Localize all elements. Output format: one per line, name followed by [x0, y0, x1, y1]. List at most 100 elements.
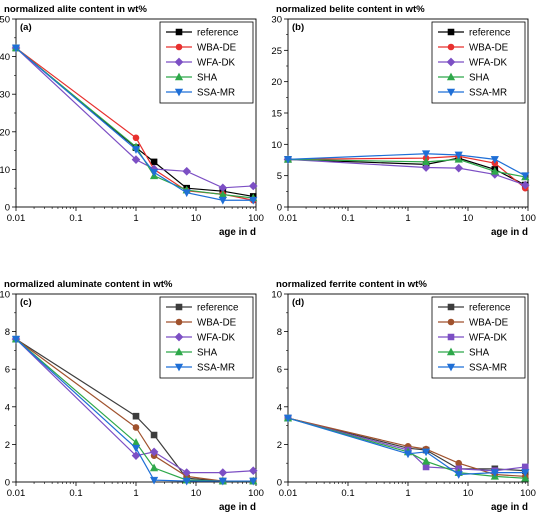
legend-item: SHA [166, 348, 218, 359]
legend-label: SHA [197, 73, 218, 84]
data-point [490, 166, 499, 175]
data-point [422, 463, 430, 471]
legend-marker [446, 57, 456, 67]
legend: reference WBA-DE WFA-DK SHA SSA-MR [159, 21, 254, 104]
data-point [521, 463, 529, 471]
data-point [283, 414, 293, 423]
legend-label: WBA-DE [197, 43, 237, 54]
data-point [490, 156, 499, 164]
legend-label: SHA [197, 348, 218, 359]
data-point [149, 476, 159, 485]
legend-label: WFA-DK [197, 58, 236, 69]
legend-marker [174, 347, 184, 356]
legend-marker [447, 303, 455, 311]
x-tick-label: 0.01 [279, 488, 298, 499]
x-axis-label: age in d [219, 227, 256, 238]
data-point [150, 158, 158, 166]
x-tick-label: 1 [405, 213, 410, 224]
legend-marker [175, 28, 183, 36]
y-tick-label: 10 [0, 290, 10, 301]
data-point [248, 181, 258, 191]
data-point [132, 412, 140, 420]
y-tick-label: 4 [5, 402, 10, 413]
x-tick-label: 10 [191, 213, 202, 224]
data-point [218, 477, 227, 486]
series-line [15, 338, 254, 474]
x-tick-label: 100 [248, 488, 264, 499]
data-point [455, 459, 463, 467]
legend-label: WFA-DK [469, 58, 508, 69]
x-axis-label: age in d [491, 502, 528, 513]
y-tick-label: 0 [5, 203, 10, 214]
legend-label: reference [469, 303, 511, 314]
legend-item: SHA [438, 73, 490, 84]
y-tick-label: 15 [271, 109, 282, 120]
data-point [421, 163, 431, 172]
data-point [248, 466, 258, 476]
panel-title: normalized belite content in wt% [276, 4, 425, 15]
y-tick-label: 6 [5, 365, 10, 376]
legend-marker [446, 88, 456, 97]
legend-marker [174, 88, 184, 97]
legend-label: reference [469, 28, 511, 39]
y-tick-label: 0 [277, 203, 282, 214]
x-tick-label: 1 [133, 488, 138, 499]
x-axis-label: age in d [219, 502, 256, 513]
legend-item: SHA [438, 348, 490, 359]
y-tick-label: 5 [277, 171, 282, 182]
x-tick-label: 1 [133, 213, 138, 224]
x-tick-label: 100 [248, 213, 264, 224]
panel-label: (a) [20, 22, 32, 33]
legend-label: WBA-DE [197, 318, 237, 329]
x-tick-label: 0.01 [7, 488, 26, 499]
legend-marker [447, 333, 455, 341]
legend: reference WBA-DE WFA-DK SHA SSA-MR [431, 296, 526, 379]
legend-item: WBA-DE [438, 43, 509, 54]
series-line [287, 153, 526, 177]
data-point [149, 463, 159, 472]
panel-d: normalized ferrite content in wt% (d) 0.01… [271, 279, 536, 513]
legend-marker [174, 57, 184, 67]
legend-marker [447, 28, 455, 36]
series-line [15, 47, 254, 189]
data-point [249, 196, 258, 205]
legend-item: reference [166, 28, 239, 39]
x-tick-label: 0.01 [7, 213, 26, 224]
data-point [521, 172, 530, 181]
data-point [521, 469, 530, 477]
y-tick-label: 8 [5, 327, 10, 338]
legend-label: reference [197, 28, 239, 39]
data-point [11, 44, 21, 53]
series-line [15, 338, 254, 482]
data-point [132, 424, 140, 431]
legend-marker [446, 347, 456, 356]
data-point [249, 477, 258, 486]
legend: reference WBA-DE WFA-DK SHA SSA-MR [159, 296, 254, 379]
legend-marker [175, 303, 183, 311]
data-point [149, 447, 159, 457]
legend-item: WFA-DK [166, 58, 236, 69]
panel-label: (c) [20, 297, 32, 308]
data-point [182, 166, 192, 176]
legend-label: WBA-DE [469, 43, 509, 54]
data-point [403, 450, 413, 459]
data-point [218, 196, 227, 205]
legend-label: WBA-DE [469, 318, 509, 329]
y-tick-label: 20 [271, 77, 282, 88]
x-tick-label: 0.1 [341, 488, 354, 499]
data-point [454, 471, 463, 479]
panel-title: normalized ferrite content in wt% [276, 279, 427, 290]
x-tick-label: 0.1 [341, 213, 354, 224]
legend-marker [175, 43, 183, 51]
data-point [131, 451, 141, 461]
data-point [421, 448, 431, 457]
legend-item: reference [166, 303, 239, 314]
series-line [287, 417, 526, 476]
legend-marker [446, 72, 456, 81]
data-point [454, 151, 463, 160]
legend-label: WFA-DK [469, 333, 508, 344]
data-point [521, 473, 530, 482]
y-tick-label: 0 [277, 478, 282, 489]
x-tick-label: 10 [191, 488, 202, 499]
legend-marker [446, 363, 456, 372]
